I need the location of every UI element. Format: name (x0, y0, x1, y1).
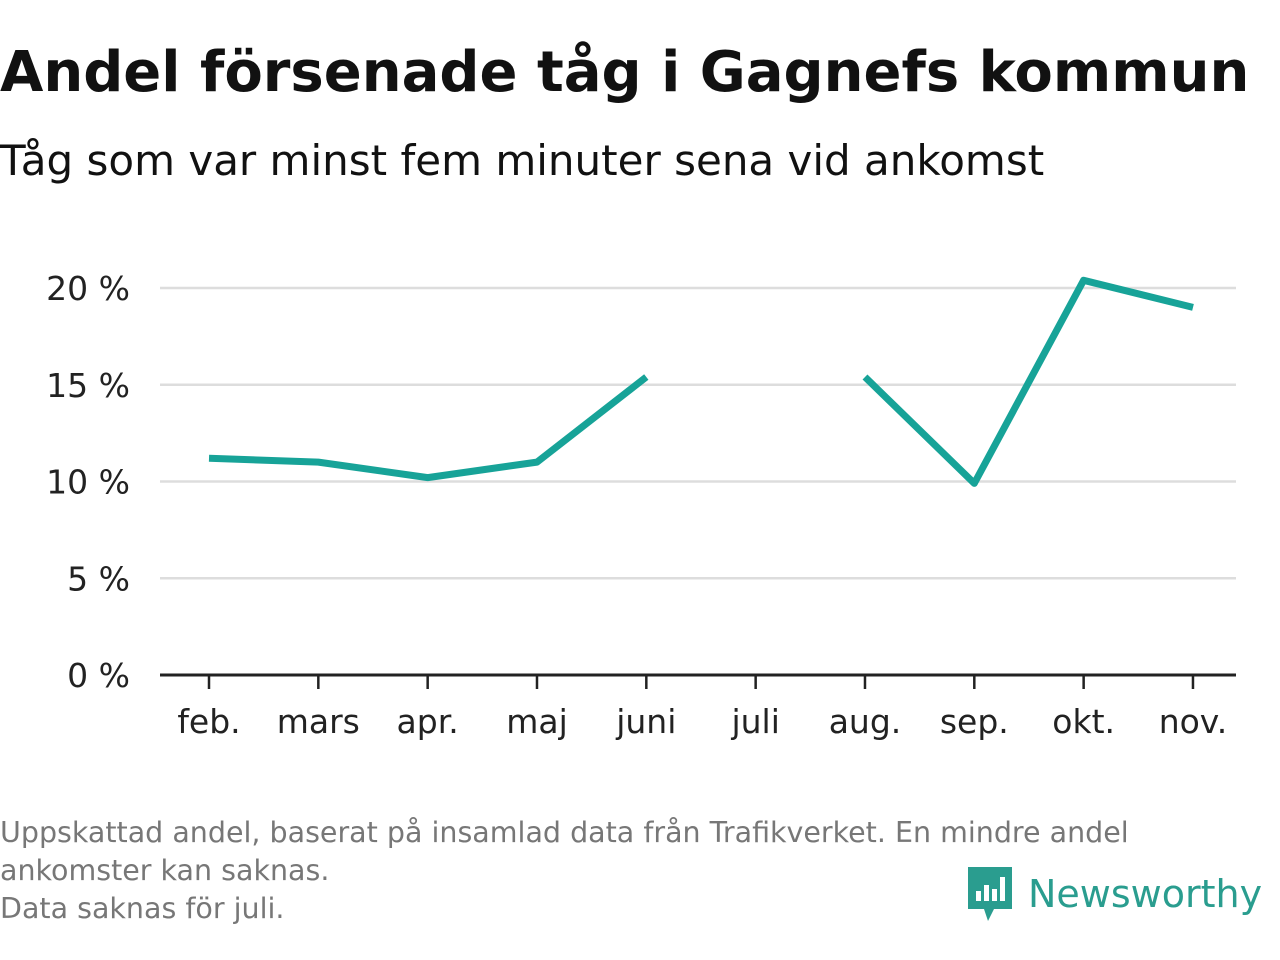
x-axis: feb. mars apr. maj juni juli aug. sep. okt. nov. (160, 673, 1236, 741)
x-tick-label: juli (730, 702, 779, 741)
x-tick-label: apr. (397, 702, 459, 741)
y-tick-label: 10 % (46, 463, 130, 502)
x-tick-label: mars (277, 702, 360, 741)
footnote-line-2: ankomster kan saknas. (0, 854, 330, 887)
y-tick-label: 5 % (67, 559, 130, 598)
brand-name: Newsworthy (1028, 872, 1263, 916)
footnote-line-1: Uppskattad andel, baserat på insamlad da… (0, 816, 1129, 849)
y-tick-label: 0 % (67, 656, 130, 695)
series-lines (208, 276, 1194, 487)
x-tick-label: aug. (829, 702, 902, 741)
grid-lines (160, 286, 1236, 580)
x-tick-label: sep. (940, 702, 1009, 741)
chart-title: Andel försenade tåg i Gagnefs kommun (0, 40, 1250, 105)
y-tick-label: 15 % (46, 366, 130, 405)
x-tick-label: okt. (1052, 702, 1115, 741)
footnote: Uppskattad andel, baserat på insamlad da… (0, 814, 1265, 928)
x-tick-label: feb. (177, 702, 240, 741)
y-axis-ticks: 0 % 5 % 10 % 15 % 20 % (46, 269, 130, 695)
line-chart: 0 % 5 % 10 % 15 % 20 % feb. mars apr. maj juni ju… (46, 269, 1236, 741)
series-line-segment (208, 374, 649, 482)
x-tick-label: juni (615, 702, 676, 741)
newsworthy-logo-icon (968, 867, 1012, 921)
brand-logo: Newsworthy (964, 862, 1262, 926)
chart-subtitle: Tåg som var minst fem minuter sena vid a… (0, 136, 1045, 185)
series-line-segment (862, 276, 1194, 487)
footnote-line-3: Data saknas för juli. (0, 892, 285, 925)
x-tick-label: nov. (1159, 702, 1228, 741)
x-tick-label: maj (506, 702, 568, 741)
y-tick-label: 20 % (46, 269, 130, 308)
